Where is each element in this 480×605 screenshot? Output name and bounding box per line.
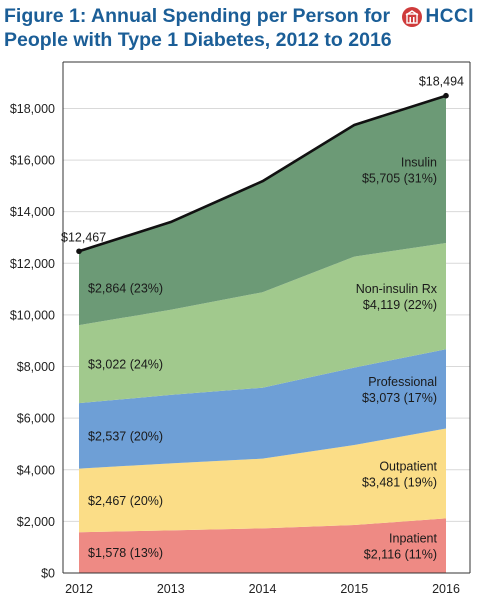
y-tick-label: $12,000 [10,257,55,271]
y-tick-label: $4,000 [17,463,55,477]
x-tick-label: 2015 [340,582,368,596]
y-tick-label: $8,000 [17,360,55,374]
x-tick-label: 2013 [157,582,185,596]
area-professional [79,349,446,469]
y-tick-label: $0 [41,567,55,581]
x-tick-label: 2014 [249,582,277,596]
chart-title: Figure 1: Annual Spending per Person for… [4,4,392,52]
area-label-start: $2,467 (20%) [88,494,163,508]
area-label-end: $3,481 (19%) [362,475,437,489]
series-name-label: Insulin [401,155,437,169]
area-label-end: $5,705 (31%) [362,171,437,185]
total-marker-start [76,248,82,255]
area-label-start: $3,022 (24%) [88,358,163,372]
x-tick-label: 2016 [432,582,460,596]
y-tick-label: $2,000 [17,515,55,529]
area-label-end: $3,073 (17%) [362,391,437,405]
area-non-insulin-rx [79,242,446,404]
title-line-1: Figure 1: Annual Spending per Person for [4,5,391,27]
area-label-start: $1,578 (13%) [88,546,163,560]
total-spending-line [78,94,447,253]
series-name-label: Inpatient [389,532,437,546]
area-insulin [79,95,446,326]
brand-name: HCCI [425,6,474,27]
series-name-label: Professional [368,375,437,389]
y-tick-label: $10,000 [10,308,55,322]
title-line-2: People with Type 1 Diabetes, 2012 to 201… [4,29,392,51]
x-axis-ticks: 2012 2013 2014 2015 2016 [65,582,460,596]
hcci-logo: HCCI [401,6,474,28]
building-icon [401,7,422,27]
y-tick-label: $16,000 [10,154,55,168]
area-label-end: $2,116 (11%) [364,548,437,562]
series-name-label: Outpatient [379,459,437,473]
area-outpatient [79,428,446,533]
area-label-end: $4,119 (22%) [363,298,437,312]
y-tick-label: $6,000 [17,412,55,426]
y-tick-label: $14,000 [10,205,55,219]
total-marker-end [443,92,449,99]
total-line-group: $12,467 $18,494 [61,75,464,255]
total-label-start: $12,467 [61,230,106,244]
series-name-label: Non-insulin Rx [356,282,438,296]
area-labels: $1,578 (13%) Inpatient $2,116 (11%) $2,467 … [88,155,438,561]
area-inpatient [79,518,446,573]
y-axis-ticks: $0 $2,000 $4,000 $6,000 $8,000 $10,000 $12,000… [10,102,55,581]
area-label-start: $2,537 (20%) [88,429,163,443]
area-label-start: $2,864 (23%) [88,282,163,296]
total-label-end: $18,494 [419,75,464,89]
x-tick-label: 2012 [65,582,93,596]
y-tick-label: $18,000 [10,102,55,116]
area-series [79,95,446,573]
